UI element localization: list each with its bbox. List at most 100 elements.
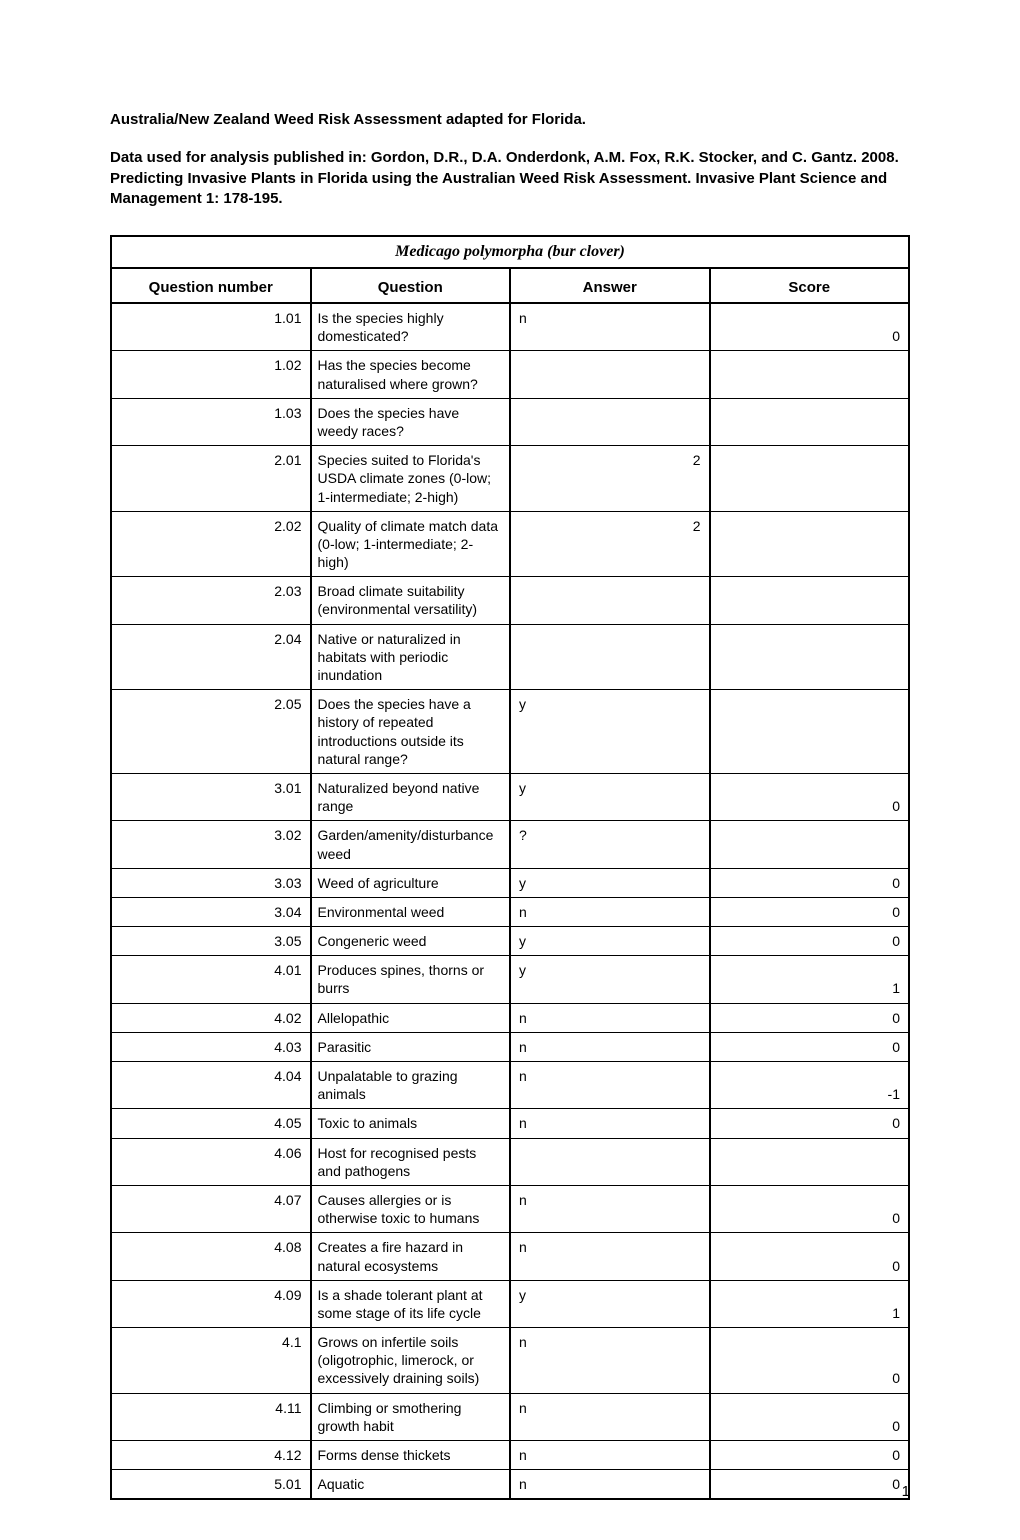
table-row: 2.05Does the species have a history of r… [111,690,909,774]
cell-score: 0 [710,1185,910,1232]
cell-question: Is a shade tolerant plant at some stage … [311,1280,511,1327]
cell-qnum: 4.11 [111,1393,311,1440]
cell-score: 0 [710,1109,910,1138]
cell-qnum: 4.01 [111,956,311,1003]
cell-score [710,398,910,445]
table-title-row: Medicago polymorpha (bur clover) [111,236,909,268]
table-row: 3.05Congeneric weedy0 [111,927,909,956]
cell-qnum: 3.03 [111,868,311,897]
cell-score: 0 [710,773,910,820]
cell-question: Host for recognised pests and pathogens [311,1138,511,1185]
col-header-answer: Answer [510,268,710,303]
cell-qnum: 4.03 [111,1032,311,1061]
cell-score [710,577,910,624]
cell-score [710,1138,910,1185]
cell-score: 1 [710,1280,910,1327]
cell-score: 0 [710,897,910,926]
table-row: 3.04Environmental weedn0 [111,897,909,926]
table-row: 4.07Causes allergies or is otherwise tox… [111,1185,909,1232]
cell-answer: n [510,1470,710,1500]
table-row: 3.01Naturalized beyond native rangey0 [111,773,909,820]
cell-question: Unpalatable to grazing animals [311,1062,511,1109]
table-row: 3.03Weed of agriculturey0 [111,868,909,897]
cell-qnum: 4.12 [111,1441,311,1470]
cell-answer: y [510,868,710,897]
table-row: 5.01Aquaticn0 [111,1470,909,1500]
cell-answer: 2 [510,511,710,577]
cell-question: Garden/amenity/disturbance weed [311,821,511,868]
cell-score [710,511,910,577]
cell-answer: y [510,956,710,1003]
cell-score: 0 [710,1470,910,1500]
cell-question: Creates a fire hazard in natural ecosyst… [311,1233,511,1280]
assessment-table: Medicago polymorpha (bur clover) Questio… [110,235,910,1500]
cell-qnum: 3.05 [111,927,311,956]
cell-answer: y [510,1280,710,1327]
cell-qnum: 1.01 [111,303,311,351]
table-row: 4.03Parasiticn0 [111,1032,909,1061]
table-row: 2.03Broad climate suitability (environme… [111,577,909,624]
cell-qnum: 2.02 [111,511,311,577]
cell-question: Naturalized beyond native range [311,773,511,820]
cell-score [710,446,910,512]
table-row: 4.09Is a shade tolerant plant at some st… [111,1280,909,1327]
cell-answer: n [510,1233,710,1280]
cell-qnum: 4.1 [111,1328,311,1394]
cell-question: Toxic to animals [311,1109,511,1138]
cell-question: Forms dense thickets [311,1441,511,1470]
cell-score [710,821,910,868]
cell-question: Climbing or smothering growth habit [311,1393,511,1440]
cell-answer: n [510,1393,710,1440]
cell-score: 0 [710,1003,910,1032]
table-row: 1.01Is the species highly domesticated?n… [111,303,909,351]
cell-answer [510,1138,710,1185]
cell-score [710,690,910,774]
cell-answer: n [510,897,710,926]
cell-qnum: 2.05 [111,690,311,774]
table-row: 4.01Produces spines, thorns or burrsy1 [111,956,909,1003]
table-row: 4.12Forms dense thicketsn0 [111,1441,909,1470]
cell-answer: n [510,1032,710,1061]
cell-qnum: 4.05 [111,1109,311,1138]
cell-qnum: 3.04 [111,897,311,926]
cell-answer: n [510,303,710,351]
cell-score: 0 [710,927,910,956]
cell-answer: n [510,1062,710,1109]
cell-answer: n [510,1003,710,1032]
cell-qnum: 2.01 [111,446,311,512]
table-row: 2.04Native or naturalized in habitats wi… [111,624,909,690]
cell-answer: n [510,1109,710,1138]
document-page: Australia/New Zealand Weed Risk Assessme… [0,0,1020,1540]
table-row: 1.02Has the species become naturalised w… [111,351,909,398]
cell-answer: n [510,1185,710,1232]
cell-score: 0 [710,1441,910,1470]
cell-qnum: 2.04 [111,624,311,690]
table-title: Medicago polymorpha (bur clover) [111,236,909,268]
cell-answer: y [510,927,710,956]
cell-question: Weed of agriculture [311,868,511,897]
cell-qnum: 4.04 [111,1062,311,1109]
citation-paragraph: Data used for analysis published in: Gor… [110,148,910,209]
cell-qnum: 4.09 [111,1280,311,1327]
table-row: 2.02Quality of climate match data (0-low… [111,511,909,577]
cell-score: 1 [710,956,910,1003]
cell-question: Is the species highly domesticated? [311,303,511,351]
cell-answer: n [510,1441,710,1470]
cell-score: 0 [710,1032,910,1061]
cell-qnum: 1.03 [111,398,311,445]
table-row: 4.08Creates a fire hazard in natural eco… [111,1233,909,1280]
cell-answer: y [510,690,710,774]
cell-score [710,351,910,398]
cell-qnum: 3.02 [111,821,311,868]
table-row: 1.03Does the species have weedy races? [111,398,909,445]
cell-score: 0 [710,1233,910,1280]
cell-answer [510,577,710,624]
cell-question: Environmental weed [311,897,511,926]
intro-heading: Australia/New Zealand Weed Risk Assessme… [110,110,910,130]
cell-question: Species suited to Florida's USDA climate… [311,446,511,512]
cell-score: 0 [710,1393,910,1440]
table-row: 4.04Unpalatable to grazing animalsn-1 [111,1062,909,1109]
cell-question: Allelopathic [311,1003,511,1032]
table-row: 4.06Host for recognised pests and pathog… [111,1138,909,1185]
cell-qnum: 2.03 [111,577,311,624]
